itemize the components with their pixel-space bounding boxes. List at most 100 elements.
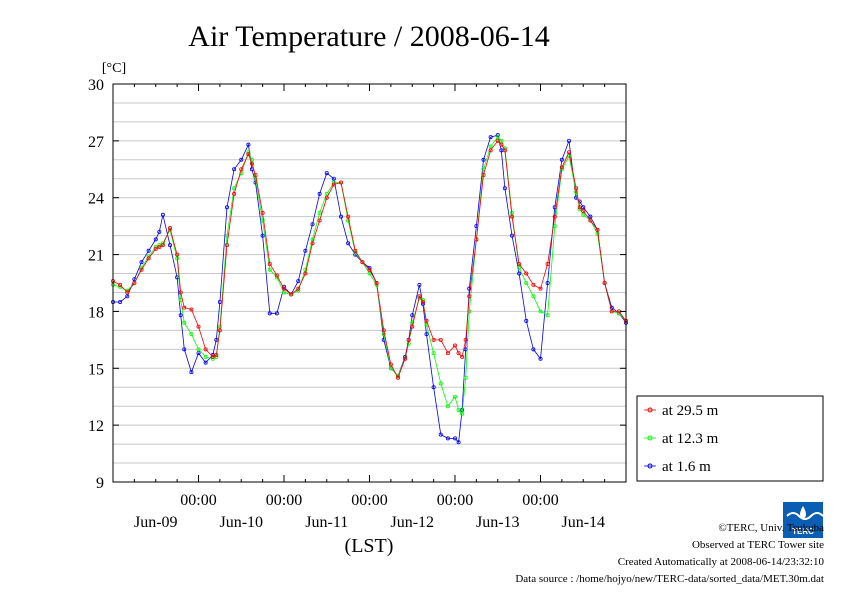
data-point bbox=[531, 347, 536, 352]
data-point bbox=[157, 229, 162, 234]
data-point bbox=[445, 404, 450, 409]
data-point bbox=[452, 436, 457, 441]
y-tick-label: 12 bbox=[88, 418, 104, 435]
data-point bbox=[253, 172, 258, 177]
data-point bbox=[317, 218, 322, 223]
x-date-label: Jun-13 bbox=[476, 514, 520, 531]
data-point bbox=[538, 309, 543, 314]
data-point bbox=[310, 222, 315, 227]
y-axis-ticks: 9 12 15 18 21 24 27 30 bbox=[88, 77, 626, 492]
data-point bbox=[559, 165, 564, 170]
data-point bbox=[125, 290, 130, 295]
data-point bbox=[609, 305, 614, 310]
data-point bbox=[189, 332, 194, 337]
data-point bbox=[538, 356, 543, 361]
legend-box bbox=[636, 395, 824, 482]
x-axis-label: (LST) bbox=[345, 535, 394, 557]
data-point bbox=[410, 320, 415, 325]
data-point bbox=[317, 210, 322, 215]
data-point bbox=[139, 260, 144, 265]
data-point bbox=[481, 172, 486, 177]
data-point bbox=[438, 381, 443, 386]
data-point bbox=[574, 186, 579, 191]
data-point bbox=[424, 318, 429, 323]
data-point bbox=[467, 286, 472, 291]
data-point bbox=[249, 161, 254, 166]
data-point bbox=[417, 282, 422, 287]
data-point bbox=[417, 294, 422, 299]
data-point bbox=[246, 152, 251, 157]
data-point bbox=[331, 176, 336, 181]
data-point bbox=[239, 167, 244, 172]
data-point bbox=[367, 267, 372, 272]
data-point bbox=[153, 246, 158, 251]
data-point bbox=[545, 313, 550, 318]
data-point bbox=[338, 180, 343, 185]
data-point bbox=[588, 218, 593, 223]
data-point bbox=[146, 256, 151, 261]
data-point bbox=[609, 309, 614, 314]
data-point bbox=[338, 214, 343, 219]
data-point bbox=[517, 271, 522, 276]
data-point bbox=[460, 354, 465, 359]
data-point bbox=[281, 286, 286, 291]
data-point bbox=[239, 157, 244, 162]
data-point bbox=[178, 313, 183, 318]
data-point bbox=[567, 150, 572, 155]
y-tick-label: 18 bbox=[88, 304, 104, 321]
data-point bbox=[581, 212, 586, 217]
data-point bbox=[274, 273, 279, 278]
data-point bbox=[153, 237, 158, 242]
data-point bbox=[488, 135, 493, 140]
data-point bbox=[456, 440, 461, 445]
data-point bbox=[289, 292, 294, 297]
data-point bbox=[296, 279, 301, 284]
data-point bbox=[317, 191, 322, 196]
data-point bbox=[488, 148, 493, 153]
data-point bbox=[431, 337, 436, 342]
x-date-label: Jun-09 bbox=[134, 514, 178, 531]
data-point bbox=[410, 313, 415, 318]
data-point bbox=[524, 280, 529, 285]
data-point bbox=[431, 351, 436, 356]
data-point bbox=[324, 191, 329, 196]
legend: at 29.5 m at 12.3 m at 1.6 m bbox=[636, 395, 824, 482]
data-point bbox=[303, 267, 308, 272]
x-tick-label: 00:00 bbox=[266, 492, 302, 509]
legend-item: at 1.6 m bbox=[644, 459, 711, 475]
y-tick-label: 27 bbox=[88, 134, 104, 151]
data-point bbox=[217, 328, 222, 333]
data-point bbox=[203, 347, 208, 352]
data-point bbox=[196, 347, 201, 352]
data-point bbox=[445, 436, 450, 441]
series-at-12-3-m bbox=[111, 135, 629, 416]
data-point bbox=[502, 148, 507, 153]
data-point bbox=[481, 157, 486, 162]
data-point bbox=[388, 362, 393, 367]
data-point bbox=[381, 328, 386, 333]
data-point bbox=[538, 286, 543, 291]
data-point bbox=[214, 353, 219, 358]
legend-item: at 12.3 m bbox=[644, 431, 719, 447]
data-point bbox=[324, 195, 329, 200]
data-point bbox=[499, 142, 504, 147]
data-point bbox=[203, 360, 208, 365]
data-point bbox=[303, 248, 308, 253]
y-tick-label: 24 bbox=[88, 191, 104, 208]
data-point bbox=[595, 227, 600, 232]
data-point bbox=[360, 260, 365, 265]
data-point bbox=[260, 210, 265, 215]
data-point bbox=[310, 241, 315, 246]
data-point bbox=[552, 214, 557, 219]
data-point bbox=[509, 233, 514, 238]
series-at-29-5-m bbox=[111, 138, 629, 380]
data-point bbox=[118, 282, 123, 287]
data-point bbox=[189, 307, 194, 312]
data-point bbox=[502, 186, 507, 191]
data-point bbox=[239, 171, 244, 176]
legend-marker bbox=[647, 463, 653, 469]
data-point bbox=[157, 244, 162, 249]
data-point bbox=[509, 214, 514, 219]
